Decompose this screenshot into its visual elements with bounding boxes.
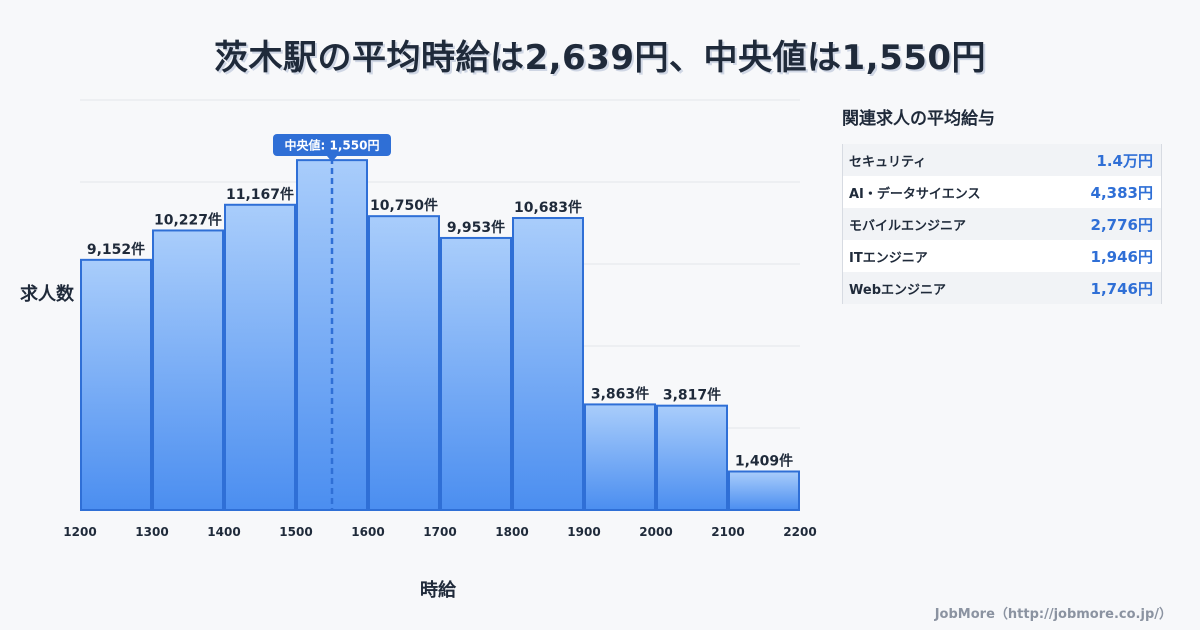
table-row: モバイルエンジニア 2,776円 [843, 208, 1161, 240]
histogram-bar [152, 229, 224, 511]
y-axis-label: 求人数 [20, 284, 74, 305]
bar-value-label: 10,750件 [370, 197, 438, 214]
job-name: モバイルエンジニア [849, 218, 967, 234]
related-salary-table: セキュリティ 1.4万円 AI・データサイエンス 4,383円 モバイルエンジニ… [842, 144, 1162, 304]
bar-value-label: 3,817件 [663, 387, 721, 404]
x-tick-label: 1400 [207, 525, 240, 539]
x-tick-label: 2100 [711, 525, 744, 539]
histogram-bar [656, 404, 728, 512]
table-row: AI・データサイエンス 4,383円 [843, 176, 1161, 208]
histogram-bar [368, 215, 440, 512]
bar-value-label: 10,227件 [154, 211, 222, 228]
job-salary: 1,746円 [1090, 279, 1153, 298]
histogram-bar [224, 203, 296, 511]
histogram-bar [728, 470, 800, 511]
bar-value-label: 10,683件 [514, 199, 582, 216]
histogram-bar [80, 258, 152, 511]
job-name: ITエンジニア [849, 250, 928, 266]
x-tick-label: 1600 [351, 525, 384, 539]
bar-value-label: 11,167件 [226, 186, 294, 203]
bar-value-label: 9,152件 [87, 241, 145, 258]
sidebar-title: 関連求人の平均給与 [842, 109, 995, 129]
table-row: Webエンジニア 1,746円 [843, 272, 1161, 304]
table-row: セキュリティ 1.4万円 [843, 144, 1161, 176]
median-label: 中央値: 1,550円 [285, 138, 380, 153]
median-badge-pointer [327, 156, 337, 162]
bar-value-label: 3,863件 [591, 385, 649, 402]
x-tick-label: 1900 [567, 525, 600, 539]
x-axis-label: 時給 [420, 580, 456, 601]
x-tick-labels: 1200 1300 1400 1500 1600 1700 1800 1900 2000 2100… [63, 525, 816, 539]
median-marker: 中央値: 1,550円 [273, 134, 391, 510]
x-tick-label: 1300 [135, 525, 168, 539]
job-salary: 4,383円 [1090, 183, 1153, 202]
bar-value-label: 1,409件 [735, 452, 793, 469]
x-tick-label: 1700 [423, 525, 456, 539]
x-tick-label: 1200 [63, 525, 96, 539]
job-name: セキュリティ [849, 154, 927, 170]
median-badge [273, 134, 391, 156]
job-name: Webエンジニア [849, 282, 946, 298]
job-name: AI・データサイエンス [849, 186, 981, 202]
job-salary: 1,946円 [1090, 247, 1153, 266]
source-credit: JobMore（http://jobmore.co.jp/） [934, 607, 1172, 622]
table-row: ITエンジニア 1,946円 [843, 240, 1161, 272]
histogram-bar [512, 216, 584, 512]
bar-value-label: 9,953件 [447, 219, 505, 236]
x-tick-label: 1800 [495, 525, 528, 539]
x-tick-label: 2000 [639, 525, 672, 539]
job-salary: 1.4万円 [1096, 151, 1153, 170]
chart-title: 茨木駅の平均時給は2,639円、中央値は1,550円 [213, 38, 987, 78]
job-salary: 2,776円 [1090, 215, 1153, 234]
x-tick-label: 2200 [783, 525, 816, 539]
x-tick-label: 1500 [279, 525, 312, 539]
histogram-bar [440, 236, 512, 512]
histogram-bar [584, 403, 656, 512]
